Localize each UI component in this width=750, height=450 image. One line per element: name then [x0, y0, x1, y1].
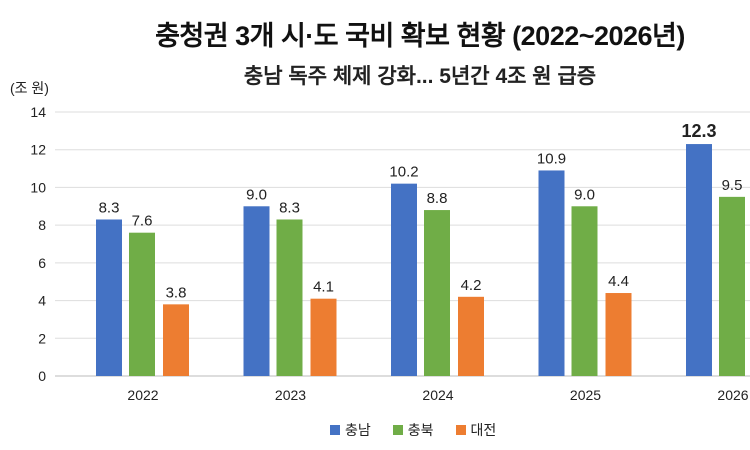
data-label: 4.1 — [313, 279, 334, 296]
y-tick-label: 8 — [38, 217, 46, 233]
x-tick-label: 2022 — [127, 387, 158, 403]
data-label: 3.8 — [166, 284, 187, 301]
y-tick-label: 4 — [38, 293, 46, 309]
y-tick-label: 10 — [30, 179, 46, 195]
data-label: 8.3 — [279, 199, 300, 216]
bar-2026-1 — [719, 196, 745, 376]
data-label: 8.3 — [99, 199, 120, 216]
legend: 충남 충북 대전 — [330, 420, 496, 440]
legend-item-chungnam: 충남 — [330, 420, 371, 440]
bar-2024-2 — [458, 296, 484, 376]
x-tick-label: 2025 — [570, 387, 601, 403]
bar-2026-0 — [686, 144, 712, 376]
x-tick-label: 2024 — [422, 387, 453, 403]
y-tick-label: 2 — [38, 330, 46, 346]
y-tick-label: 6 — [38, 255, 46, 271]
chart-subtitle: 충남 독주 체제 강화... 5년간 4조 원 급증 — [243, 65, 597, 88]
legend-swatch — [392, 425, 403, 435]
chart-title: 충청권 3개 시·도 국비 확보 현황 (2022~2026년) — [155, 21, 685, 51]
bar-2022-2 — [163, 304, 189, 376]
data-label: 4.2 — [461, 277, 482, 294]
bar-2024-1 — [424, 210, 450, 376]
data-label: 7.6 — [132, 213, 153, 230]
data-label: 8.8 — [427, 190, 448, 207]
bar-2025-1 — [571, 206, 598, 376]
legend-swatch — [330, 425, 340, 435]
y-tick-label: 14 — [30, 104, 46, 120]
bar-2025-2 — [605, 293, 632, 376]
legend-label: 충남 — [345, 422, 371, 438]
legend-label: 대전 — [470, 422, 497, 438]
data-label: 9.5 — [722, 177, 743, 194]
bar-2024-0 — [391, 183, 417, 376]
y-axis-unit-label: (조 원) — [10, 80, 49, 96]
y-tick-label: 0 — [38, 368, 46, 384]
legend-label: 충북 — [407, 422, 434, 438]
x-tick-label: 2023 — [275, 387, 306, 403]
legend-item-chungbuk: 충북 — [392, 420, 434, 440]
bar-2023-2 — [310, 298, 337, 376]
x-tick-label: 2026 — [717, 387, 748, 403]
bar-2023-1 — [276, 219, 303, 376]
data-label: 10.9 — [537, 150, 566, 167]
data-label: 4.4 — [608, 273, 629, 290]
data-label: 9.0 — [246, 186, 267, 203]
legend-swatch — [455, 425, 466, 435]
bar-2023-0 — [243, 206, 270, 376]
data-label: 10.2 — [389, 164, 418, 181]
y-tick-label: 12 — [30, 142, 46, 158]
data-label: 9.0 — [574, 186, 595, 203]
legend-item-daejeon: 대전 — [455, 420, 497, 440]
bar-2022-1 — [129, 232, 155, 376]
data-label: 12.3 — [681, 121, 716, 141]
bar-2022-0 — [96, 219, 122, 376]
bar-2025-0 — [538, 170, 565, 376]
